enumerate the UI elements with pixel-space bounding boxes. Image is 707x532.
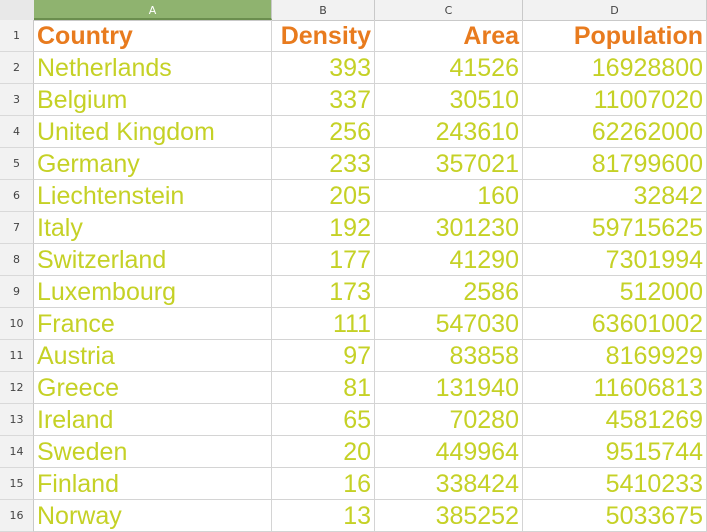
cell-population[interactable]: 11606813 xyxy=(523,372,707,404)
cell-country[interactable]: Liechtenstein xyxy=(34,180,272,212)
cell-population[interactable]: 62262000 xyxy=(523,116,707,148)
cell-area[interactable]: 131940 xyxy=(375,372,523,404)
cell-density[interactable]: 16 xyxy=(272,468,375,500)
cell-country[interactable]: Finland xyxy=(34,468,272,500)
row-header[interactable]: 6 xyxy=(0,180,34,212)
cell-area[interactable]: 41526 xyxy=(375,52,523,84)
row-header[interactable]: 2 xyxy=(0,52,34,84)
cell-population[interactable]: 5033675 xyxy=(523,500,707,532)
cell-density[interactable]: 205 xyxy=(272,180,375,212)
column-header-a[interactable]: A xyxy=(34,0,272,20)
row-header[interactable]: 16 xyxy=(0,500,34,532)
column-header-b[interactable]: B xyxy=(272,0,375,20)
cell-area[interactable]: 338424 xyxy=(375,468,523,500)
row-header[interactable]: 10 xyxy=(0,308,34,340)
row-header[interactable]: 15 xyxy=(0,468,34,500)
header-cell-country[interactable]: Country xyxy=(34,20,272,52)
cell-area[interactable]: 2586 xyxy=(375,276,523,308)
cell-area[interactable]: 160 xyxy=(375,180,523,212)
row-header[interactable]: 3 xyxy=(0,84,34,116)
cell-country[interactable]: Greece xyxy=(34,372,272,404)
cell-country[interactable]: Germany xyxy=(34,148,272,180)
cell-area[interactable]: 385252 xyxy=(375,500,523,532)
cell-density[interactable]: 256 xyxy=(272,116,375,148)
cell-population[interactable]: 512000 xyxy=(523,276,707,308)
cell-population[interactable]: 8169929 xyxy=(523,340,707,372)
cell-density[interactable]: 111 xyxy=(272,308,375,340)
cell-area[interactable]: 547030 xyxy=(375,308,523,340)
cell-density[interactable]: 177 xyxy=(272,244,375,276)
cell-country[interactable]: France xyxy=(34,308,272,340)
row-header[interactable]: 13 xyxy=(0,404,34,436)
cell-density[interactable]: 233 xyxy=(272,148,375,180)
header-cell-population[interactable]: Population xyxy=(523,20,707,52)
row-header[interactable]: 14 xyxy=(0,436,34,468)
cell-population[interactable]: 16928800 xyxy=(523,52,707,84)
row-header[interactable]: 7 xyxy=(0,212,34,244)
row-header[interactable]: 12 xyxy=(0,372,34,404)
row-header[interactable]: 5 xyxy=(0,148,34,180)
cell-country[interactable]: Italy xyxy=(34,212,272,244)
cell-country[interactable]: Netherlands xyxy=(34,52,272,84)
cell-country[interactable]: Sweden xyxy=(34,436,272,468)
column-header-bar: A B C D xyxy=(0,0,707,21)
row-header[interactable]: 8 xyxy=(0,244,34,276)
cell-population[interactable]: 7301994 xyxy=(523,244,707,276)
cell-density[interactable]: 337 xyxy=(272,84,375,116)
cell-area[interactable]: 70280 xyxy=(375,404,523,436)
cell-area[interactable]: 243610 xyxy=(375,116,523,148)
column-header-d[interactable]: D xyxy=(523,0,707,20)
cell-area[interactable]: 83858 xyxy=(375,340,523,372)
cell-density[interactable]: 192 xyxy=(272,212,375,244)
row-header[interactable]: 1 xyxy=(0,20,34,52)
cell-population[interactable]: 5410233 xyxy=(523,468,707,500)
cell-population[interactable]: 81799600 xyxy=(523,148,707,180)
row-header[interactable]: 4 xyxy=(0,116,34,148)
cell-country[interactable]: Austria xyxy=(34,340,272,372)
row-header[interactable]: 11 xyxy=(0,340,34,372)
cell-country[interactable]: United Kingdom xyxy=(34,116,272,148)
column-header-c[interactable]: C xyxy=(375,0,523,20)
cell-area[interactable]: 449964 xyxy=(375,436,523,468)
cell-country[interactable]: Ireland xyxy=(34,404,272,436)
cell-population[interactable]: 11007020 xyxy=(523,84,707,116)
cell-population[interactable]: 59715625 xyxy=(523,212,707,244)
cell-density[interactable]: 13 xyxy=(272,500,375,532)
cell-country[interactable]: Switzerland xyxy=(34,244,272,276)
cell-area[interactable]: 30510 xyxy=(375,84,523,116)
cell-country[interactable]: Norway xyxy=(34,500,272,532)
cell-country[interactable]: Belgium xyxy=(34,84,272,116)
header-cell-area[interactable]: Area xyxy=(375,20,523,52)
cell-density[interactable]: 97 xyxy=(272,340,375,372)
cell-density[interactable]: 81 xyxy=(272,372,375,404)
cell-population[interactable]: 4581269 xyxy=(523,404,707,436)
cell-density[interactable]: 20 xyxy=(272,436,375,468)
cell-country[interactable]: Luxembourg xyxy=(34,276,272,308)
cell-density[interactable]: 65 xyxy=(272,404,375,436)
cell-area[interactable]: 357021 xyxy=(375,148,523,180)
cell-area[interactable]: 41290 xyxy=(375,244,523,276)
cell-density[interactable]: 393 xyxy=(272,52,375,84)
cell-population[interactable]: 9515744 xyxy=(523,436,707,468)
cell-population[interactable]: 32842 xyxy=(523,180,707,212)
cell-population[interactable]: 63601002 xyxy=(523,308,707,340)
row-header[interactable]: 9 xyxy=(0,276,34,308)
select-all-corner[interactable] xyxy=(0,0,35,20)
cell-area[interactable]: 301230 xyxy=(375,212,523,244)
cell-density[interactable]: 173 xyxy=(272,276,375,308)
header-cell-density[interactable]: Density xyxy=(272,20,375,52)
